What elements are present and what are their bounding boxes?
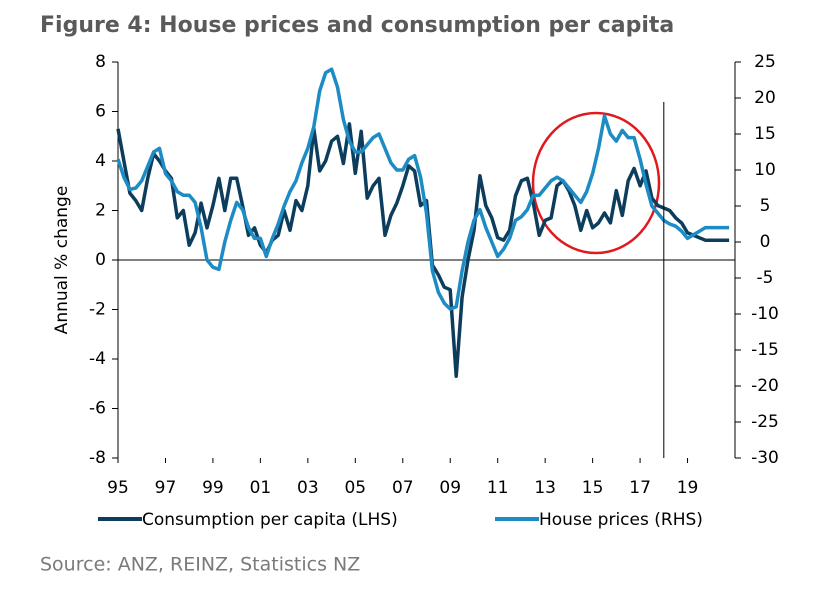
y2-tick-label: -20: [751, 376, 779, 396]
x-tick-label: 99: [202, 478, 224, 498]
y-tick-label: -6: [89, 399, 106, 419]
y2-tick-label: -5: [757, 268, 774, 288]
series-line: [116, 122, 730, 379]
x-tick-label: 03: [297, 478, 319, 498]
x-tick-label: 11: [487, 478, 509, 498]
x-tick-label: 01: [250, 478, 272, 498]
y-tick-label: 2: [95, 201, 106, 221]
legend-label: Consumption per capita (LHS): [142, 510, 398, 530]
y2-tick-label: -15: [751, 340, 779, 360]
y2-tick-label: -10: [751, 304, 779, 324]
x-tick-label: 05: [344, 478, 366, 498]
y-tick-label: 0: [95, 250, 106, 270]
x-tick-label: 19: [677, 478, 699, 498]
y2-tick-label: 20: [754, 88, 776, 108]
y-tick-label: -2: [89, 300, 106, 320]
y2-tick-label: 15: [754, 124, 776, 144]
x-tick-label: 13: [534, 478, 556, 498]
source: Source: ANZ, REINZ, Statistics NZ: [40, 554, 360, 576]
x-tick-label: 95: [107, 478, 129, 498]
x-tick-label: 07: [392, 478, 414, 498]
y2-tick-label: -30: [751, 448, 779, 468]
y-tick-label: -8: [89, 448, 106, 468]
y2-tick-label: 0: [760, 232, 771, 252]
x-tick-label: 97: [155, 478, 177, 498]
y2-tick-label: 5: [760, 196, 771, 216]
series-line: [116, 67, 730, 311]
y2-tick-label: -25: [751, 412, 779, 432]
highlight-circle: [531, 111, 661, 255]
legend-label: House prices (RHS): [539, 510, 703, 530]
y2-tick-label: 10: [754, 160, 776, 180]
y-tick-label: 6: [95, 102, 106, 122]
y-axis-label: Annual % change: [52, 186, 72, 335]
y-tick-label: -4: [89, 349, 106, 369]
chart-title: Figure 4: House prices and consumption p…: [40, 13, 674, 38]
y-tick-label: 4: [95, 151, 106, 171]
y-tick-label: 8: [95, 52, 106, 72]
x-tick-label: 15: [582, 478, 604, 498]
x-tick-label: 09: [439, 478, 461, 498]
y2-tick-label: 25: [754, 52, 776, 72]
x-tick-label: 17: [629, 478, 651, 498]
